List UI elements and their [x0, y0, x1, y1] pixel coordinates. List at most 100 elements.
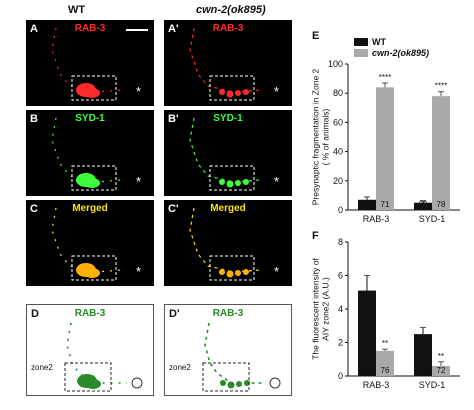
column-header-wt: WT	[68, 4, 86, 16]
category-label: SYD-1	[419, 380, 446, 390]
neurite-image	[189, 207, 261, 281]
zone2-label: zone2	[31, 363, 53, 372]
panel-A: A RAB-3 *	[26, 20, 154, 106]
neurite-image	[51, 27, 148, 101]
zone2-box	[71, 75, 117, 101]
synaptic-puncta	[84, 178, 100, 188]
synaptic-puncta	[84, 88, 100, 98]
neurite-process	[204, 322, 265, 384]
y-tick-label: 6	[338, 271, 343, 281]
y-tick-label: 8	[338, 237, 343, 247]
synaptic-puncta	[235, 180, 241, 186]
neurite-image	[64, 322, 143, 392]
panel-B: B SYD-1 *	[26, 110, 154, 196]
y-tick-label: 4	[338, 304, 343, 314]
bar-syd-1-0	[414, 202, 432, 210]
sample-size-label: 78	[437, 200, 446, 209]
bar-syd-1-0	[414, 334, 432, 376]
significance-label: ****	[379, 73, 391, 82]
panel-Cprime: C' Merged *	[164, 200, 292, 286]
synaptic-puncta	[227, 381, 235, 389]
legend-label: cwn-2(ok895)	[372, 48, 429, 58]
y-axis-label-line: ( % of animals)	[320, 108, 330, 165]
y-tick-label: 2	[338, 338, 343, 348]
bar-rab-3-1	[376, 87, 394, 210]
synaptic-puncta	[236, 381, 242, 387]
y-tick-label: 80	[333, 88, 343, 98]
panel-letter: D	[31, 308, 39, 320]
asterisk-marker: *	[274, 264, 280, 279]
neurite-process	[51, 117, 123, 183]
asterisk-marker: *	[274, 84, 280, 99]
bar-rab-3-0	[358, 199, 376, 210]
legend-swatch	[354, 49, 368, 57]
sample-size-label: 69	[419, 200, 428, 209]
zone2-box	[64, 362, 112, 392]
synaptic-puncta	[226, 90, 234, 98]
neurite-process	[189, 117, 261, 183]
chart-E: 0 20 40 60 80 100 Presynaptic fragmentation in…	[296, 24, 474, 234]
panel-letter: C'	[168, 203, 179, 215]
synaptic-puncta	[219, 269, 225, 275]
synaptic-puncta	[219, 179, 225, 185]
sample-size-label: 66	[363, 200, 372, 209]
panel-C: C Merged *	[26, 200, 154, 286]
marker-label: RAB-3	[74, 23, 106, 34]
y-axis-label: The fluorescent intensity ofAIY zone2 (A…	[311, 258, 331, 360]
panel-Aprime: A' RAB-3 *	[164, 20, 292, 106]
significance-label: **	[382, 339, 388, 348]
neurite-image	[51, 117, 123, 191]
marker-label: RAB-3	[212, 23, 244, 34]
zone2-box	[209, 75, 255, 101]
asterisk-marker: *	[136, 84, 142, 99]
neurite-image	[189, 117, 261, 191]
category-label: RAB-3	[363, 214, 390, 224]
y-tick-label: 20	[333, 176, 343, 186]
neurite-image	[51, 207, 123, 281]
chart-F-svg: 0 2 4 6 8 The fluorescent intensity ofAIY zon…	[311, 237, 460, 390]
synaptic-puncta	[243, 179, 249, 185]
bar-syd-1-1	[432, 96, 450, 210]
panel-Bprime: B' SYD-1 *	[164, 110, 292, 196]
sample-size-label: 70	[419, 366, 428, 375]
neurite-process	[189, 207, 261, 273]
column-header-mutant: cwn-2(ok895)	[196, 4, 266, 16]
synaptic-puncta	[220, 380, 226, 386]
zone2-label: zone2	[169, 363, 191, 372]
panel-letter: C	[30, 203, 38, 215]
synaptic-puncta	[226, 270, 234, 278]
significance-label: **	[438, 352, 444, 361]
sample-size-label: 72	[437, 366, 446, 375]
panel-letter: D'	[169, 308, 180, 320]
panel-label-F: F	[312, 230, 319, 242]
cell-body	[269, 377, 281, 389]
y-axis-label-line: The fluorescent intensity of	[311, 258, 321, 360]
cell-body	[131, 377, 143, 389]
synaptic-puncta	[226, 180, 234, 188]
significance-label: ****	[435, 82, 447, 91]
sample-size-label: 64	[363, 366, 372, 375]
panel-letter: A	[30, 23, 38, 35]
category-label: SYD-1	[419, 214, 446, 224]
y-axis-label-line: AIY zone2 (A.U.)	[320, 277, 330, 341]
y-tick-label: 0	[338, 205, 343, 215]
panel-letter: A'	[168, 23, 179, 35]
synaptic-puncta	[84, 268, 100, 278]
zone2-box	[202, 362, 250, 392]
asterisk-marker: *	[274, 174, 280, 189]
neurite-process	[51, 207, 123, 273]
synaptic-puncta	[235, 270, 241, 276]
synaptic-puncta	[219, 89, 225, 95]
y-tick-label: 0	[338, 371, 343, 381]
bar-syd-1-1	[432, 365, 450, 376]
marker-label: RAB-3	[212, 308, 244, 319]
marker-label: Merged	[210, 203, 246, 214]
sample-size-label: 76	[381, 366, 390, 375]
synaptic-puncta	[243, 89, 249, 95]
y-tick-label: 60	[333, 117, 343, 127]
y-axis-label-line: Presynaptic fragmentation in Zone 2	[311, 68, 321, 205]
synaptic-puncta	[243, 269, 249, 275]
zone2-box	[71, 255, 117, 281]
sample-size-label: 71	[381, 200, 390, 209]
y-tick-label: 100	[328, 59, 343, 69]
